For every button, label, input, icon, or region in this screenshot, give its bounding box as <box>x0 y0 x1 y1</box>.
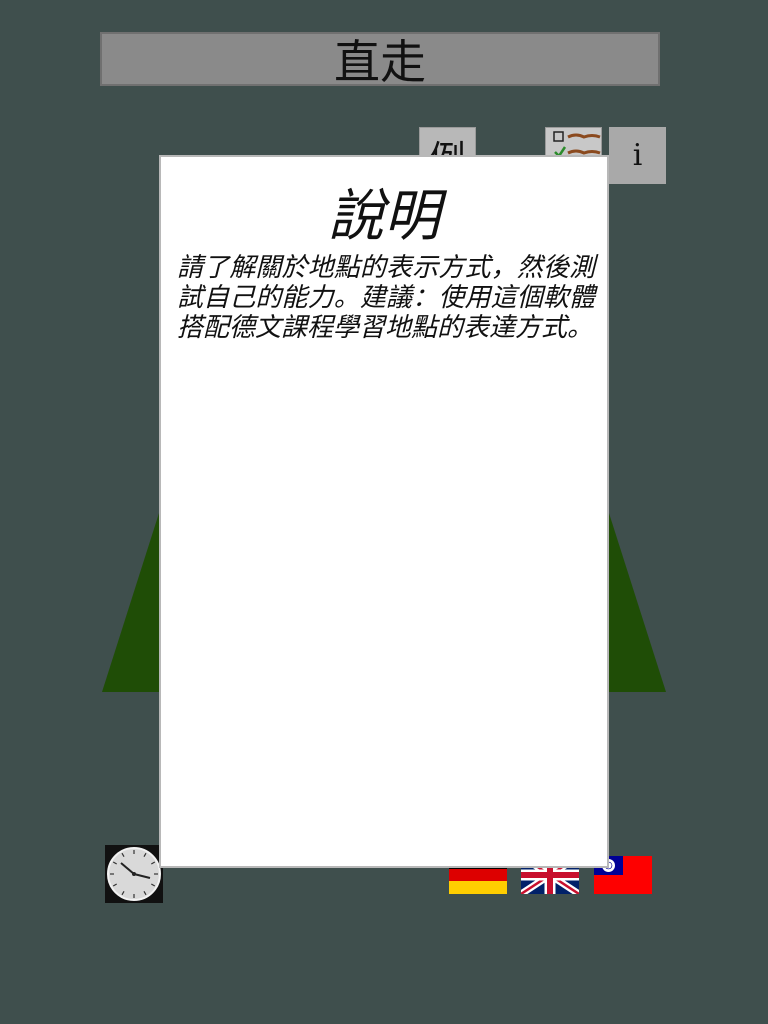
dialog-title: 說明 <box>328 184 440 249</box>
info-button[interactable]: i <box>609 127 666 184</box>
dialog-body-text: 請了解關於地點的表示方式，然後測試自己的能力。建議：使用這個軟體搭配德文課程學習… <box>177 253 595 343</box>
info-dialog[interactable]: 說明 請了解關於地點的表示方式，然後測試自己的能力。建議：使用這個軟體搭配德文課… <box>159 155 609 868</box>
clock-icon <box>107 847 161 901</box>
timer-button[interactable] <box>105 845 163 903</box>
instruction-title: 直走 <box>100 32 660 89</box>
